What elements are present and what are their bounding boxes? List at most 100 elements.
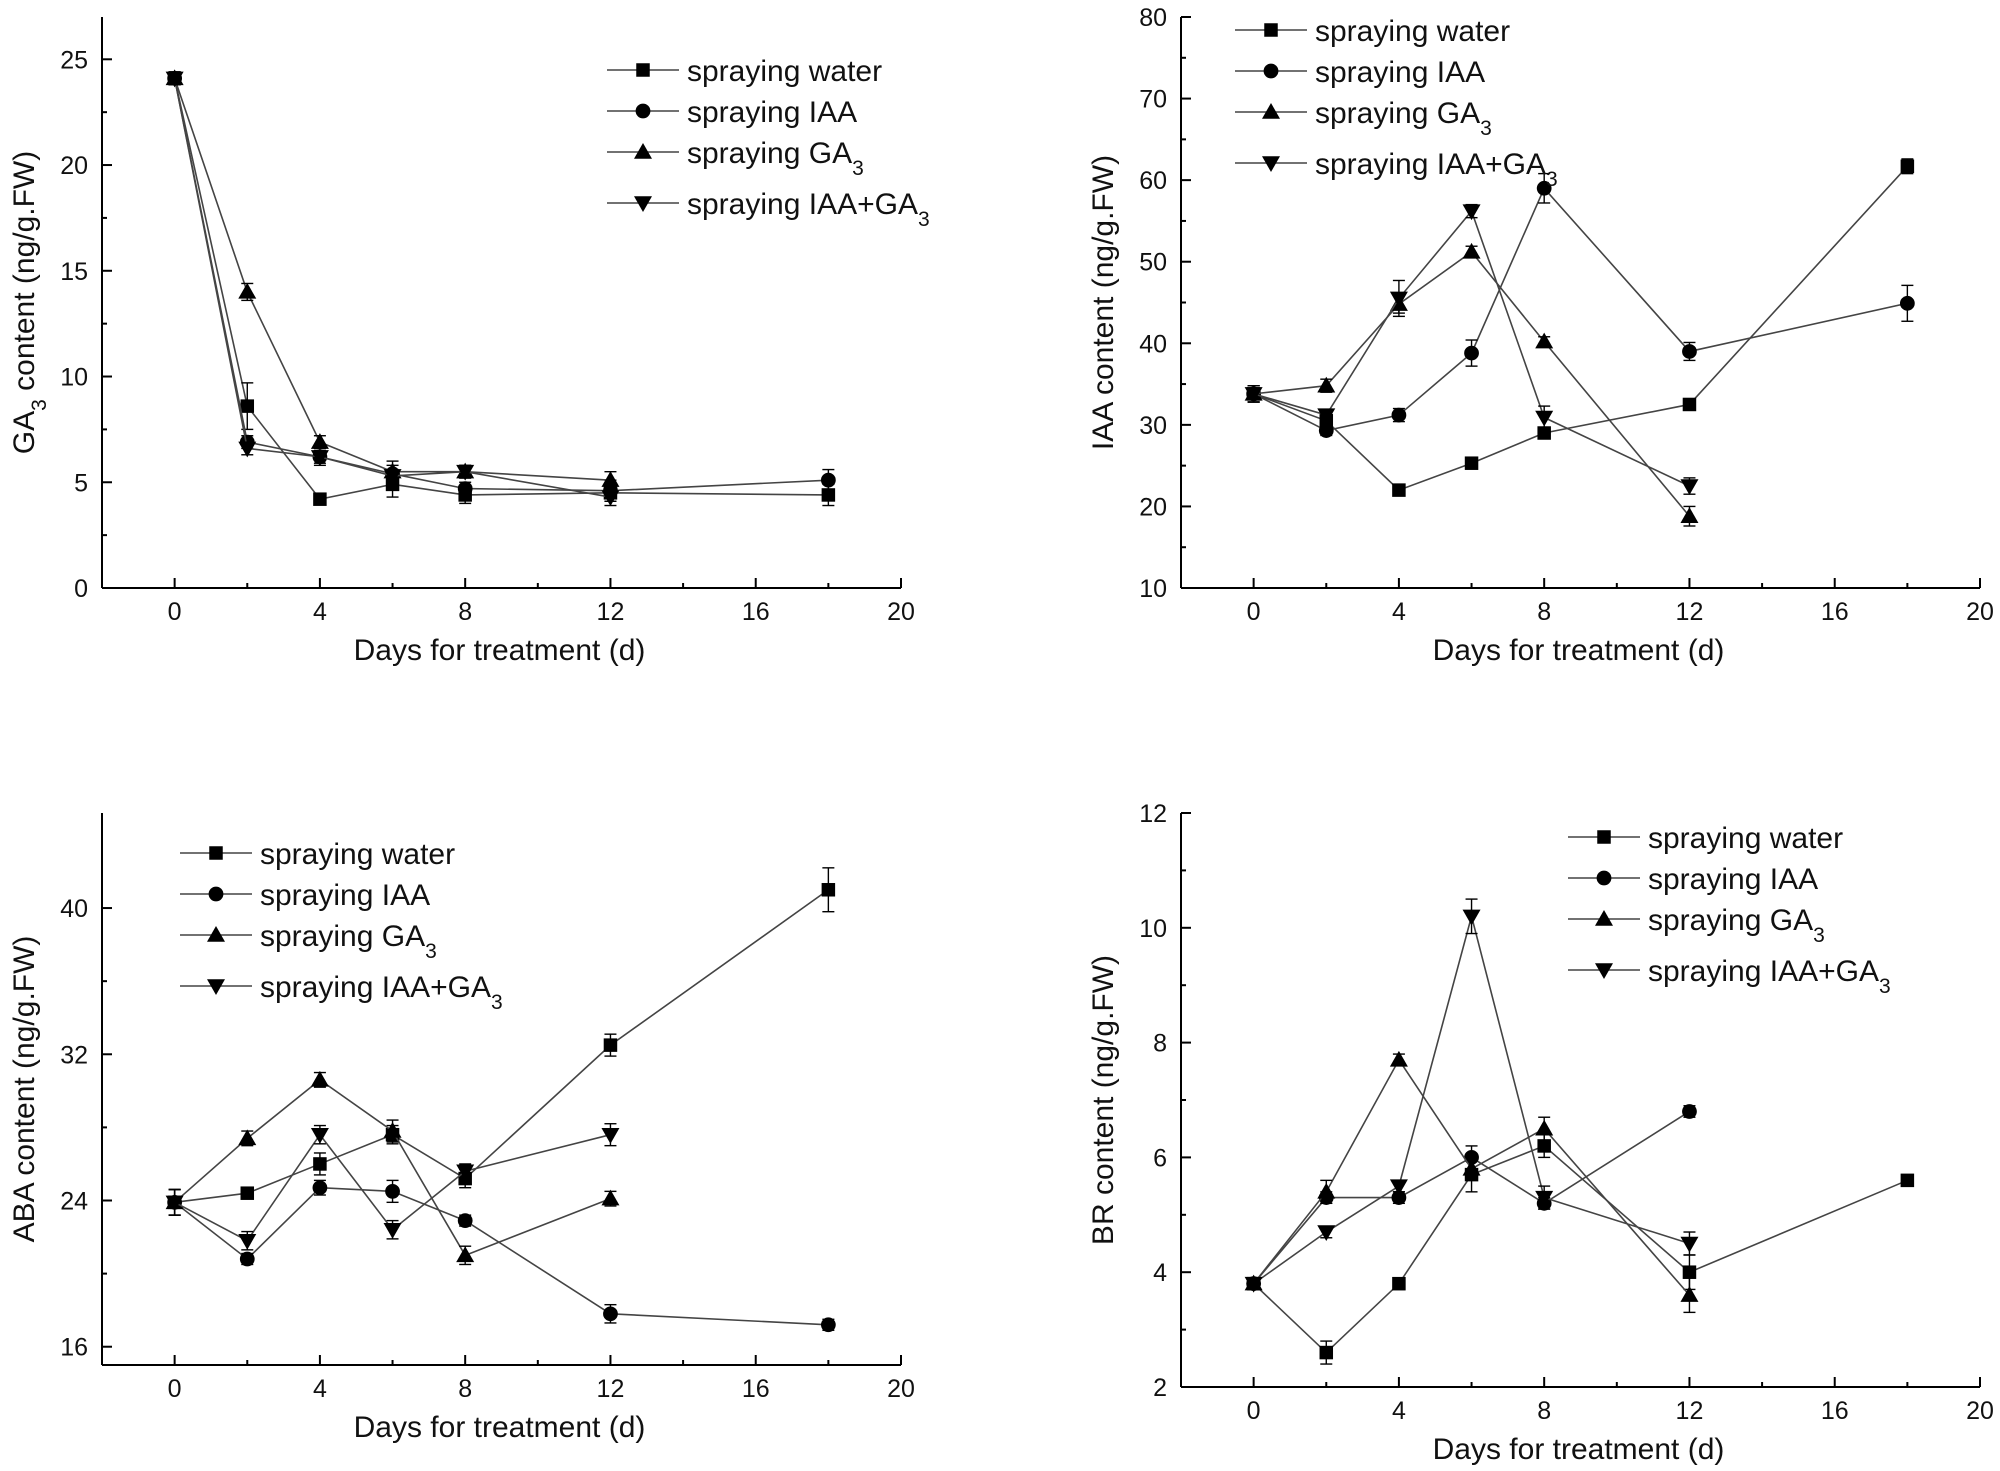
legend: spraying water spraying IAA spraying GA3 sp… <box>180 838 503 1014</box>
data-point <box>1392 1276 1406 1291</box>
series-line <box>173 78 611 481</box>
data-point <box>603 1038 618 1052</box>
data-point <box>238 1233 257 1250</box>
legend: spraying water spraying IAA spraying GA3 sp… <box>1568 822 1891 998</box>
legend-marker <box>1596 870 1612 886</box>
y-tick-label: 8 <box>1153 1030 1167 1058</box>
data-point <box>240 399 255 413</box>
data-point <box>1464 345 1479 361</box>
x-tick-label: 20 <box>887 1375 915 1403</box>
data-point <box>1392 483 1406 497</box>
y-tick-label: 4 <box>1153 1259 1167 1287</box>
legend-label: spraying GA3 <box>1315 97 1492 140</box>
x-tick-label: 4 <box>313 1375 327 1403</box>
data-point <box>1462 242 1481 259</box>
data-point <box>1680 1236 1699 1253</box>
y-axis-title: BR content (ng/g.FW) <box>1087 955 1120 1245</box>
data-point <box>820 1317 836 1333</box>
legend-marker <box>635 103 651 119</box>
y-tick-label: 24 <box>60 1187 88 1215</box>
data-point <box>1317 408 1336 425</box>
x-tick-label: 12 <box>597 598 625 626</box>
data-point <box>601 490 620 507</box>
data-point <box>1537 1139 1551 1153</box>
x-tick-label: 4 <box>1392 598 1406 626</box>
y-axis-title: IAA content (ng/g.FW) <box>1087 155 1120 450</box>
data-point <box>1900 1173 1915 1188</box>
legend-label: spraying IAA+GA3 <box>260 971 503 1014</box>
data-point <box>457 1213 473 1228</box>
y-tick-label: 16 <box>60 1334 88 1362</box>
legend-marker <box>1595 963 1613 979</box>
data-point <box>1536 180 1552 196</box>
data-point <box>603 1306 618 1322</box>
data-point <box>310 450 329 466</box>
x-tick-label: 8 <box>458 1375 472 1403</box>
series-line <box>1253 250 1691 517</box>
legend-label: spraying water <box>687 55 882 88</box>
x-tick-label: 0 <box>168 1375 182 1403</box>
data-point <box>1317 376 1336 393</box>
y-tick-label: 25 <box>60 46 88 74</box>
data-point <box>313 492 327 506</box>
series-line <box>1253 1058 1691 1296</box>
x-tick-label: 0 <box>1247 598 1261 626</box>
series-spraying-ga3 <box>1244 1050 1699 1314</box>
series-line <box>174 1078 611 1257</box>
y-tick-label: 30 <box>1139 412 1167 440</box>
data-point <box>1317 1225 1336 1242</box>
x-axis-title: Days for treatment (d) <box>1433 634 1725 667</box>
data-point <box>383 1122 402 1138</box>
data-point <box>1462 1159 1481 1176</box>
legend-label: spraying IAA <box>1648 863 1818 896</box>
legend-marker <box>636 63 650 77</box>
data-point <box>1391 407 1407 423</box>
series-line <box>1253 913 1690 1285</box>
data-point <box>1899 295 1915 311</box>
data-point <box>456 1164 475 1181</box>
series-line <box>1253 209 1690 487</box>
legend-marker <box>1262 103 1280 119</box>
legend-marker <box>1263 63 1279 79</box>
data-point <box>820 472 836 488</box>
data-point <box>238 282 257 299</box>
y-tick-label: 80 <box>1139 4 1167 32</box>
data-point <box>385 1183 400 1199</box>
data-point <box>1389 1179 1408 1196</box>
legend-marker <box>634 196 652 212</box>
data-point <box>1244 1276 1263 1293</box>
data-point <box>1682 1265 1697 1279</box>
x-tick-label: 16 <box>1821 1397 1849 1425</box>
y-tick-label: 2 <box>1153 1374 1167 1402</box>
y-tick-label: 10 <box>1139 575 1167 603</box>
legend-marker <box>634 143 652 159</box>
data-point <box>1318 423 1334 438</box>
x-tick-label: 4 <box>1392 1397 1406 1425</box>
data-point <box>1682 1104 1697 1119</box>
x-axis-title: Days for treatment (d) <box>354 1411 646 1444</box>
x-tick-label: 0 <box>168 598 182 626</box>
data-point <box>1389 291 1408 308</box>
x-tick-label: 16 <box>742 1375 770 1403</box>
series-spraying-ga3 <box>165 1070 620 1266</box>
y-axis-title: GA3 content (ng/g.FW) <box>8 151 51 454</box>
y-tick-label: 40 <box>60 895 88 923</box>
x-tick-label: 20 <box>1966 1397 1994 1425</box>
x-tick-label: 20 <box>887 598 915 626</box>
x-tick-label: 16 <box>742 598 770 626</box>
chart-panel-top-left: 0 4 8 12 16 20 0 5 10 15 20 25 Days for treatment (d… <box>8 17 930 667</box>
data-point <box>1464 456 1479 470</box>
y-tick-label: 20 <box>1139 493 1167 521</box>
data-point <box>240 1186 255 1200</box>
data-point <box>383 469 402 485</box>
x-tick-label: 0 <box>1247 1397 1261 1425</box>
data-point <box>1900 159 1915 174</box>
data-point <box>1317 1182 1336 1199</box>
data-point <box>1535 1119 1554 1136</box>
data-point <box>310 1070 329 1087</box>
series-line <box>174 1133 611 1242</box>
legend-marker <box>1264 23 1278 37</box>
legend-marker <box>207 926 225 942</box>
